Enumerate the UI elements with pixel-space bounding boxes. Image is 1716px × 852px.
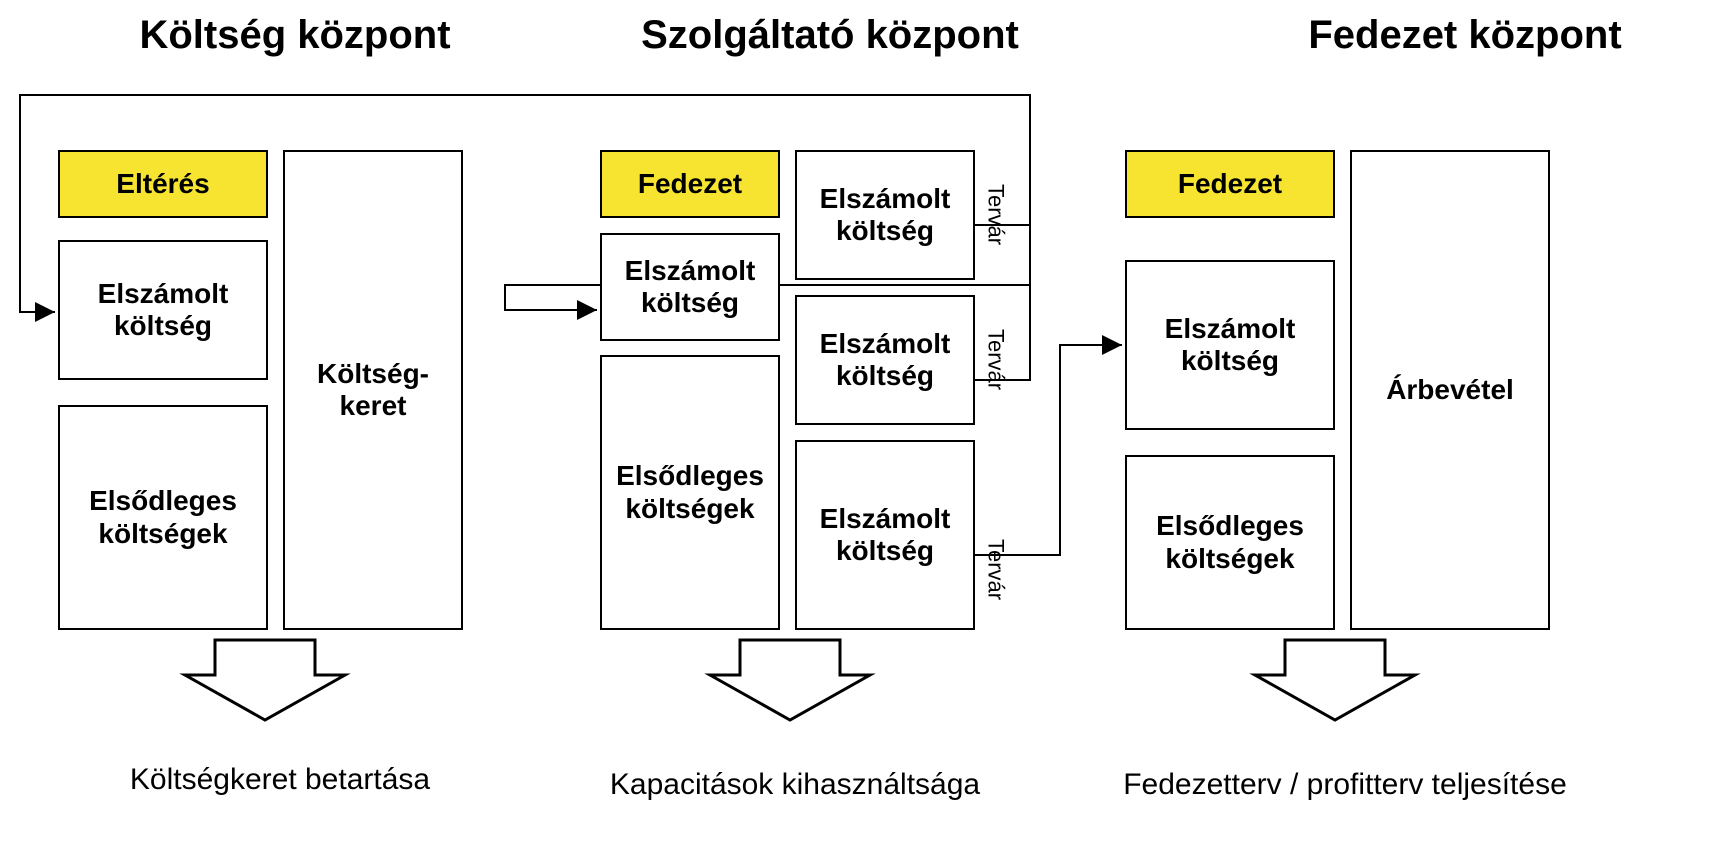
box-c-revenue: Árbevétel [1350, 150, 1550, 630]
box-b-contrib: Fedezet [600, 150, 780, 218]
diagram-canvas: Költség központ Szolgáltató központ Fedeze… [0, 0, 1716, 852]
box-a-budget: Költség- keret [283, 150, 463, 630]
box-b-allocated: Elszámolt költség [600, 233, 780, 341]
footer-b: Kapacitások kihasználtsága [555, 745, 1035, 825]
box-c-primary: Elsődleges költségek [1125, 455, 1335, 630]
box-c-allocated: Elszámolt költség [1125, 260, 1335, 430]
box-a-deviation: Eltérés [58, 150, 268, 218]
conn-to-right [1030, 345, 1122, 555]
box-b-right-alloc-1: Elszámolt költség [795, 150, 975, 280]
footer-a: Költségkeret betartása [40, 745, 520, 815]
title-cost-center: Költség központ [85, 5, 505, 65]
arrow-down-b [710, 640, 870, 720]
box-b-primary: Elsődleges költségek [600, 355, 780, 630]
title-profit-center: Fedezet központ [1215, 5, 1715, 65]
arrow-down-a [185, 640, 345, 720]
lbl-tervar-1: Tervár [982, 150, 1010, 280]
box-b-right-alloc-3: Elszámolt költség [795, 440, 975, 630]
box-a-primary: Elsődleges költségek [58, 405, 268, 630]
box-c-contrib: Fedezet [1125, 150, 1335, 218]
lbl-tervar-2: Tervár [982, 295, 1010, 425]
footer-c: Fedezetterv / profitterv teljesítése [1095, 745, 1595, 825]
lbl-tervar-3: Tervár [982, 505, 1010, 635]
title-service-center: Szolgáltató központ [570, 5, 1090, 65]
arrow-down-c [1255, 640, 1415, 720]
box-b-right-alloc-2: Elszámolt költség [795, 295, 975, 425]
box-a-allocated: Elszámolt költség [58, 240, 268, 380]
